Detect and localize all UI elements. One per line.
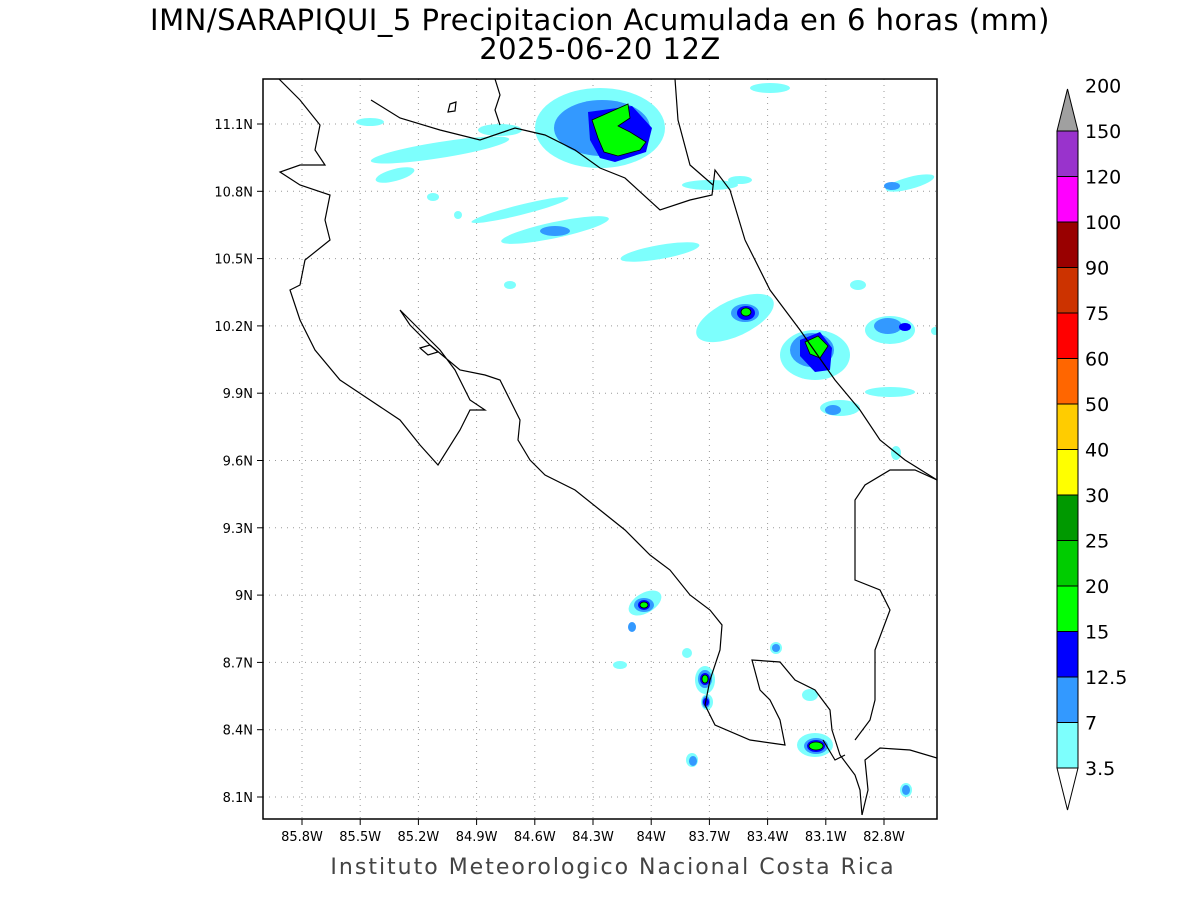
lat-tick-label: 10.8N [214, 185, 253, 200]
colorbar-swatch [1056, 585, 1079, 632]
lon-tick-label: 84W [636, 830, 666, 845]
colorbar-label: 120 [1085, 167, 1121, 189]
colorbar-swatch [1056, 176, 1079, 223]
colorbar-label: 25 [1085, 531, 1109, 553]
lat-tick-label: 11.1N [214, 118, 253, 133]
latitude-axis: 11.1N 10.8N 10.5N 10.2N 9.9N 9.6N 9.3N 9N 8.7N 8.… [214, 118, 253, 806]
colorbar-swatch [1056, 221, 1079, 268]
map-subtitle: 2025-06-20 12Z [479, 32, 721, 66]
colorbar-swatch [1056, 676, 1079, 723]
colorbar-swatch [1056, 130, 1079, 177]
lon-tick-label: 85.5W [339, 830, 381, 845]
lon-tick-label: 82.8W [863, 830, 905, 845]
colorbar-label: 3.5 [1085, 758, 1115, 780]
lon-tick-label: 84.6W [514, 830, 556, 845]
colorbar-label: 12.5 [1085, 667, 1127, 689]
lat-tick-label: 8.4N [223, 724, 253, 739]
colorbar-label: 30 [1085, 485, 1109, 507]
colorbar-label: 150 [1085, 121, 1121, 143]
lat-tick-label: 8.1N [223, 791, 253, 806]
lat-tick-label: 10.5N [214, 253, 253, 268]
colorbar-swatch [1056, 494, 1079, 541]
lat-tick-label: 8.7N [223, 656, 253, 671]
lon-tick-label: 85.8W [281, 830, 323, 845]
colorbar-swatch [1056, 358, 1079, 405]
lon-tick-label: 83.1W [805, 830, 847, 845]
colorbar-swatch [1056, 722, 1079, 769]
colorbar-swatch [1056, 449, 1079, 496]
colorbar-label: 50 [1085, 394, 1109, 416]
colorbar-swatch [1056, 403, 1079, 450]
colorbar-label: 75 [1085, 303, 1109, 325]
colorbar-swatch [1056, 540, 1079, 587]
lon-tick-label: 85.2W [397, 830, 439, 845]
longitude-axis: 85.8W 85.5W 85.2W 84.9W 84.6W 84.3W 84W 83.7W 83… [281, 830, 905, 845]
lon-tick-label: 83.4W [747, 830, 789, 845]
map-title: IMN/SARAPIQUI_5 Precipitacion Acumulada … [150, 3, 1050, 37]
colorbar-label: 20 [1085, 576, 1109, 598]
lon-tick-label: 84.9W [456, 830, 498, 845]
colorbar-high-arrow [1056, 88, 1079, 132]
lat-tick-label: 9.6N [223, 455, 253, 470]
colorbar-swatch [1056, 312, 1079, 359]
colorbar-low-arrow [1056, 767, 1079, 811]
colorbar-label: 15 [1085, 622, 1109, 644]
coastline [278, 79, 937, 816]
lat-tick-label: 9N [235, 589, 253, 604]
colorbar-label: 40 [1085, 440, 1109, 462]
lon-tick-label: 84.3W [572, 830, 614, 845]
colorbar-label: 100 [1085, 212, 1121, 234]
colorbar-label: 90 [1085, 258, 1109, 280]
colorbar-swatch [1056, 267, 1079, 314]
colorbar-label: 200 [1085, 76, 1121, 98]
lon-tick-label: 83.7W [688, 830, 730, 845]
precipitation-field [356, 83, 937, 797]
colorbar-label: 60 [1085, 349, 1109, 371]
footer-credit: Instituto Meteorologico Nacional Costa R… [330, 855, 896, 880]
lat-tick-label: 9.9N [223, 387, 253, 402]
lat-tick-label: 9.3N [223, 522, 253, 537]
plot-frame [262, 78, 938, 820]
colorbar-swatch [1056, 631, 1079, 678]
colorbar-label: 7 [1085, 713, 1097, 735]
colorbar: 3.5 7 12.5 15 20 25 30 40 50 60 75 90 100 120 150 200 [1056, 76, 1127, 811]
lat-tick-label: 10.2N [214, 320, 253, 335]
lat-lon-grid [263, 79, 937, 819]
